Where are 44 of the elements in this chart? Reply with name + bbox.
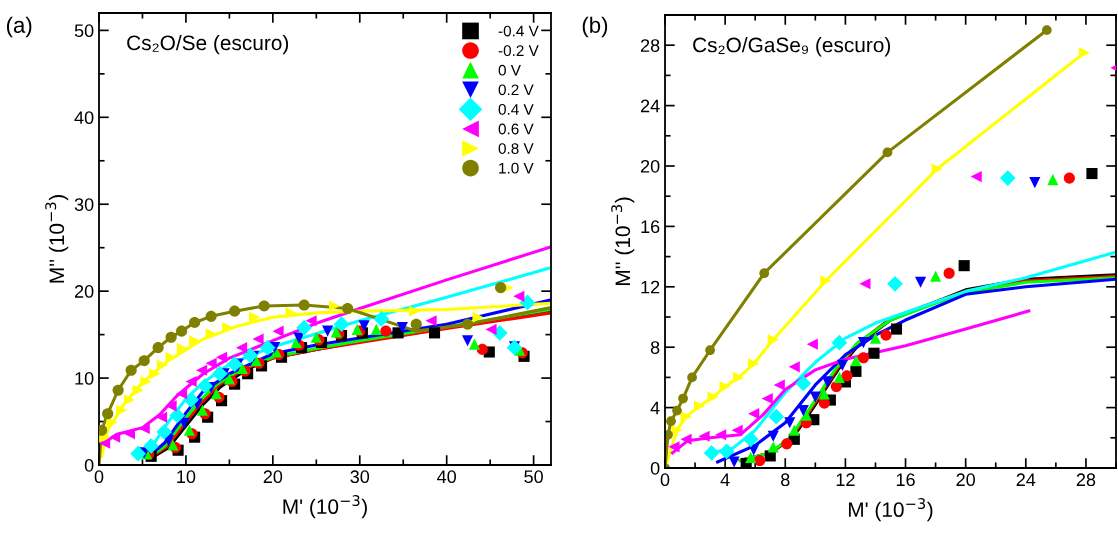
y-axis-title: M'' (10$^{−3}$): [611, 197, 635, 285]
x-tick-label: 24: [1016, 473, 1036, 486]
x-tick-label: 30: [350, 470, 370, 484]
y-tick-label: 0: [650, 461, 660, 475]
x-tick-label: 20: [956, 473, 975, 487]
x-tick-label: 16: [896, 473, 915, 487]
y-tick-label: 40: [74, 111, 94, 125]
y-tick-label: 50: [74, 24, 94, 38]
y-tick-label: 20: [74, 285, 94, 298]
y-tick-label: 30: [74, 198, 94, 211]
y-tick-label: 28: [640, 39, 660, 52]
annotation: Cs₂O/GaSe₉ (escuro): [693, 37, 891, 57]
x-axis-title: M' (10$^{−3}$): [283, 495, 367, 519]
x-tick-label: 10: [177, 470, 196, 484]
y-tick-label: 10: [75, 372, 94, 385]
y-tick-label: 20: [640, 159, 660, 173]
x-tick-label: 40: [437, 470, 457, 484]
legend-label: 0 V: [498, 64, 521, 76]
y-tick-label: 24: [640, 99, 660, 113]
legend-label: 0.8 V: [498, 143, 534, 154]
text: (b): [582, 16, 608, 38]
x-tick-label: 8: [781, 473, 790, 487]
y-tick-label: 8: [650, 341, 660, 354]
y-axis-title: M'' (10$^{−3}$): [45, 195, 69, 283]
y-tick-label: 4: [650, 401, 660, 415]
legend-label: 0.2 V: [498, 84, 534, 96]
x-tick-label: 0: [660, 473, 670, 487]
x-axis-title: M' (10$^{−3}$): [848, 498, 933, 522]
text: (a): [6, 16, 32, 38]
legend-label: -0.2 V: [498, 45, 539, 57]
legend-label: -0.4 V: [498, 25, 539, 37]
annotation: Cs₂O/Se (escuro): [127, 34, 289, 55]
x-tick-label: 4: [720, 473, 730, 486]
x-tick-label: 20: [263, 470, 283, 484]
legend-label: 1.0 V: [499, 162, 534, 174]
legend-label: 0.4 V: [498, 103, 534, 115]
x-tick-label: 28: [1076, 473, 1096, 487]
y-tick-label: 12: [641, 280, 660, 294]
y-tick-label: 16: [641, 220, 660, 234]
legend-label: 0.6 V: [498, 123, 534, 135]
x-tick-label: 12: [836, 473, 855, 486]
x-tick-label: 50: [524, 470, 543, 484]
y-tick-label: 0: [84, 458, 94, 472]
x-tick-label: 0: [94, 470, 104, 484]
